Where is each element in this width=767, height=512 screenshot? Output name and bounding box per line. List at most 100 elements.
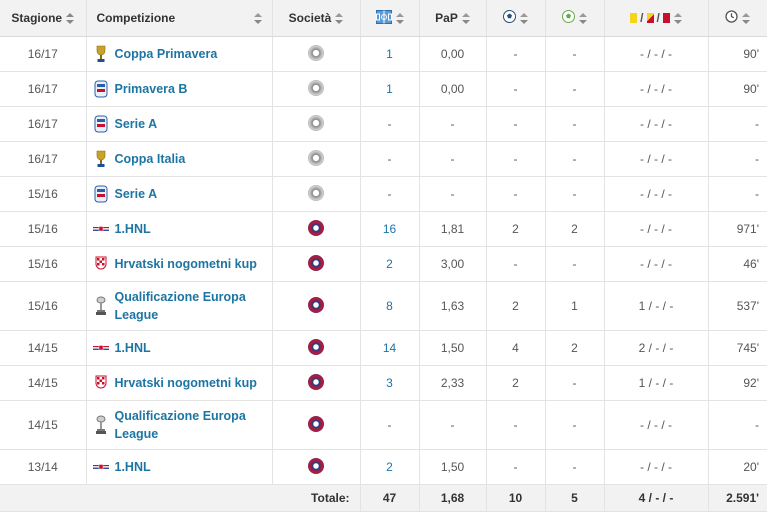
total-appearances: 47 bbox=[360, 484, 420, 512]
club-logo-icon[interactable] bbox=[308, 457, 324, 474]
season-cell: 15/16 bbox=[0, 281, 87, 331]
ppg-cell: 3,00 bbox=[419, 246, 487, 282]
club-logo-icon[interactable] bbox=[308, 338, 324, 355]
ppg-header[interactable]: PaP bbox=[419, 0, 487, 37]
minutes-cell: 92' bbox=[708, 365, 767, 401]
club-logo-icon[interactable] bbox=[308, 296, 324, 313]
competition-cell: Serie A bbox=[86, 106, 273, 142]
appearances-header[interactable] bbox=[360, 0, 420, 37]
season-header[interactable]: Stagione bbox=[0, 0, 87, 37]
table-row: 15/16 Hrvatski nogometni kup 2 3,00- - - / - … bbox=[0, 246, 767, 282]
ppg-cell: 1,81 bbox=[419, 211, 487, 247]
trophy-icon bbox=[93, 148, 109, 170]
appearances-value[interactable]: 8 bbox=[386, 299, 393, 313]
minutes-header[interactable] bbox=[708, 0, 767, 37]
appearances-value[interactable]: 14 bbox=[382, 341, 397, 355]
club-logo-icon[interactable] bbox=[308, 373, 324, 390]
club-logo-icon[interactable] bbox=[308, 254, 324, 271]
goals-cell: - bbox=[486, 36, 546, 72]
cup-icon bbox=[93, 414, 109, 436]
sort-icon[interactable] bbox=[741, 12, 751, 24]
club-logo-icon[interactable] bbox=[308, 44, 324, 61]
goals-header[interactable] bbox=[486, 0, 546, 37]
appearances-value[interactable]: 2 bbox=[386, 460, 393, 474]
club-logo-icon[interactable] bbox=[308, 415, 324, 432]
totals-row: Totale: 47 1,68 10 5 4 / - / - 2.591' bbox=[0, 484, 767, 512]
flag-icon bbox=[92, 218, 109, 240]
competition-cell: Qualificazione Europa League bbox=[86, 400, 273, 450]
minutes-cell: - bbox=[708, 400, 767, 450]
appearances-cell: - bbox=[360, 141, 420, 177]
competition-link[interactable]: 1.HNL bbox=[114, 341, 151, 355]
ppg-cell: - bbox=[419, 141, 487, 177]
season-cell: 16/17 bbox=[0, 141, 87, 177]
assists-cell: - bbox=[545, 106, 605, 142]
appearances-value[interactable]: 1 bbox=[386, 82, 393, 96]
minutes-cell: 90' bbox=[708, 36, 767, 72]
competition-link[interactable]: Primavera B bbox=[114, 82, 188, 96]
total-goals: 10 bbox=[486, 484, 546, 512]
ppg-cell: 0,00 bbox=[419, 36, 487, 72]
total-assists: 5 bbox=[545, 484, 605, 512]
goals-cell: - bbox=[486, 141, 546, 177]
table-row: 15/16 Qualificazione Europa League 8 1,63 2 1… bbox=[0, 281, 767, 331]
goals-cell: - bbox=[486, 246, 546, 282]
club-logo-icon[interactable] bbox=[308, 114, 324, 131]
assists-cell: - bbox=[545, 141, 605, 177]
appearances-value[interactable]: 2 bbox=[386, 257, 393, 271]
minutes-cell: - bbox=[708, 106, 767, 142]
ball-icon bbox=[503, 10, 516, 26]
ppg-cell: 0,00 bbox=[419, 71, 487, 107]
competition-cell: 1.HNL bbox=[86, 211, 273, 247]
competition-cell: Coppa Italia bbox=[86, 141, 273, 177]
season-cell: 16/17 bbox=[0, 71, 87, 107]
league-icon bbox=[93, 113, 109, 135]
appearances-cell: 1 bbox=[360, 36, 420, 72]
table-row: 16/17 Coppa Primavera 1 0,00- - - / - / -90' bbox=[0, 36, 767, 72]
assists-header[interactable] bbox=[545, 0, 605, 37]
total-ppg: 1,68 bbox=[419, 484, 487, 512]
competition-link[interactable]: Coppa Italia bbox=[114, 152, 186, 166]
competition-link[interactable]: Hrvatski nogometni kup bbox=[114, 257, 257, 271]
appearances-cell: 2 bbox=[360, 449, 420, 485]
appearances-cell: 2 bbox=[360, 246, 420, 282]
club-logo-icon[interactable] bbox=[308, 219, 324, 236]
appearances-value[interactable]: 16 bbox=[382, 222, 397, 236]
club-cell bbox=[272, 365, 361, 401]
club-logo-icon[interactable] bbox=[308, 149, 324, 166]
competition-header[interactable]: Competizione bbox=[86, 0, 273, 37]
competition-link[interactable]: 1.HNL bbox=[114, 222, 151, 236]
competition-link[interactable]: Hrvatski nogometni kup bbox=[114, 376, 257, 390]
competition-link[interactable]: Serie A bbox=[114, 117, 158, 131]
club-header[interactable]: Società bbox=[272, 0, 361, 37]
table-row: 13/14 1.HNL 2 1,50- - - / - / -20' bbox=[0, 449, 767, 485]
competition-link[interactable]: Qualificazione Europa League bbox=[114, 409, 246, 441]
appearances-value[interactable]: 3 bbox=[386, 376, 393, 390]
club-logo-icon[interactable] bbox=[308, 79, 324, 96]
ppg-cell: 1,50 bbox=[419, 449, 487, 485]
cards-header[interactable]: / / bbox=[604, 0, 709, 37]
sort-icon[interactable] bbox=[334, 12, 344, 24]
appearances-value[interactable]: 1 bbox=[386, 47, 393, 61]
table-row: 14/15 Qualificazione Europa League - - - - - /… bbox=[0, 400, 767, 450]
goals-cell: - bbox=[486, 400, 546, 450]
club-logo-icon[interactable] bbox=[308, 184, 324, 201]
sort-icon[interactable] bbox=[578, 12, 587, 24]
sort-icon[interactable] bbox=[519, 12, 528, 24]
sort-icon[interactable] bbox=[65, 12, 75, 24]
sort-icon[interactable] bbox=[395, 12, 404, 24]
competition-link[interactable]: 1.HNL bbox=[114, 460, 151, 474]
competition-link[interactable]: Qualificazione Europa League bbox=[114, 290, 246, 322]
table-row: 16/17 Primavera B 1 0,00- - - / - / -90' bbox=[0, 71, 767, 107]
competition-link[interactable]: Serie A bbox=[114, 187, 158, 201]
clock-icon bbox=[725, 10, 738, 26]
competition-cell: Primavera B bbox=[86, 71, 273, 107]
sort-icon[interactable] bbox=[461, 12, 470, 24]
ppg-cell: 2,33 bbox=[419, 365, 487, 401]
assist-icon bbox=[562, 10, 575, 26]
goals-cell: - bbox=[486, 71, 546, 107]
sort-icon[interactable] bbox=[673, 12, 682, 24]
sort-icon[interactable] bbox=[253, 12, 262, 24]
competition-link[interactable]: Coppa Primavera bbox=[114, 47, 218, 61]
appearances-value: - bbox=[387, 187, 392, 201]
